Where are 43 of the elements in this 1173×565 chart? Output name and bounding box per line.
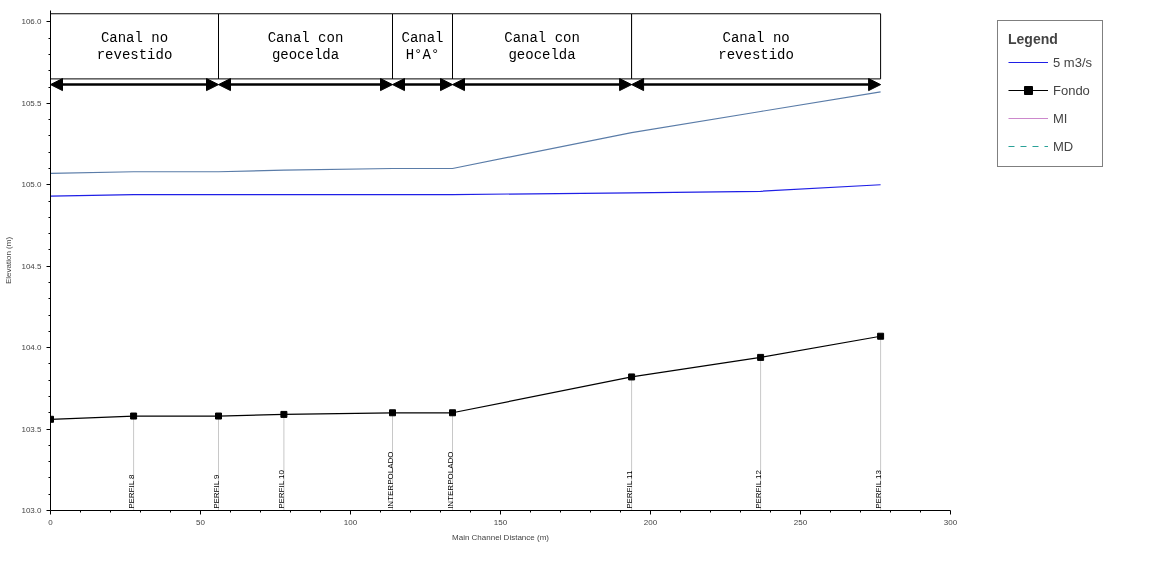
x-tick-label: 100	[343, 517, 358, 527]
legend-label: MI	[1052, 110, 1069, 126]
annotation: INTERPOLADO	[385, 451, 395, 509]
point	[280, 410, 288, 418]
x-tick-label: 250	[793, 517, 808, 527]
point	[877, 332, 885, 340]
x-tick-label: 200	[643, 517, 658, 527]
y-axis-title: Elevation (m)	[4, 236, 14, 285]
x-tick-label: 50	[196, 517, 206, 527]
point	[628, 373, 636, 381]
band-label: Canal no revestido	[96, 29, 173, 63]
band-label: Canal con geocelda	[504, 29, 580, 63]
x-tick-label: 300	[943, 517, 958, 527]
point	[757, 353, 765, 361]
point	[449, 409, 456, 417]
annotation: PERFIL 10	[276, 469, 286, 509]
line-series	[50, 184, 882, 197]
y-tick-label: 106.0	[21, 17, 43, 27]
x-tick-label: 0	[48, 517, 54, 527]
y-tick-label: 104.5	[21, 261, 43, 271]
annotation: PERFIL 9	[211, 473, 221, 509]
y-tick-label: 104.0	[21, 343, 43, 353]
legend-label: Fondo	[1052, 82, 1090, 98]
y-tick-label: 105.5	[21, 98, 43, 108]
annotation: PERFIL 11	[624, 470, 634, 509]
annotation: INTERPOLADO	[445, 451, 455, 509]
legend-title: Legend	[1007, 31, 1059, 47]
band-label: Canal con geocelda	[267, 29, 344, 63]
point	[130, 412, 138, 420]
y-tick-label: 103.0	[21, 506, 43, 515]
point	[389, 409, 396, 417]
legend-label: MD	[1052, 138, 1074, 154]
annotation: PERFIL 8	[126, 473, 136, 509]
band-label: Canal no revestido	[718, 29, 794, 63]
annotation: PERFIL 13	[873, 469, 883, 509]
band-label: Canal H°A°	[401, 29, 444, 63]
x-tick-label: 150	[493, 517, 508, 527]
point	[215, 412, 222, 420]
y-tick-label: 103.5	[21, 424, 43, 434]
annotation: PERFIL 12	[753, 469, 763, 509]
y-tick-label: 105.0	[21, 180, 43, 190]
x-axis-title: Main Channel Distance (m)	[452, 532, 550, 542]
legend-label: 5 m3/s	[1052, 54, 1093, 70]
